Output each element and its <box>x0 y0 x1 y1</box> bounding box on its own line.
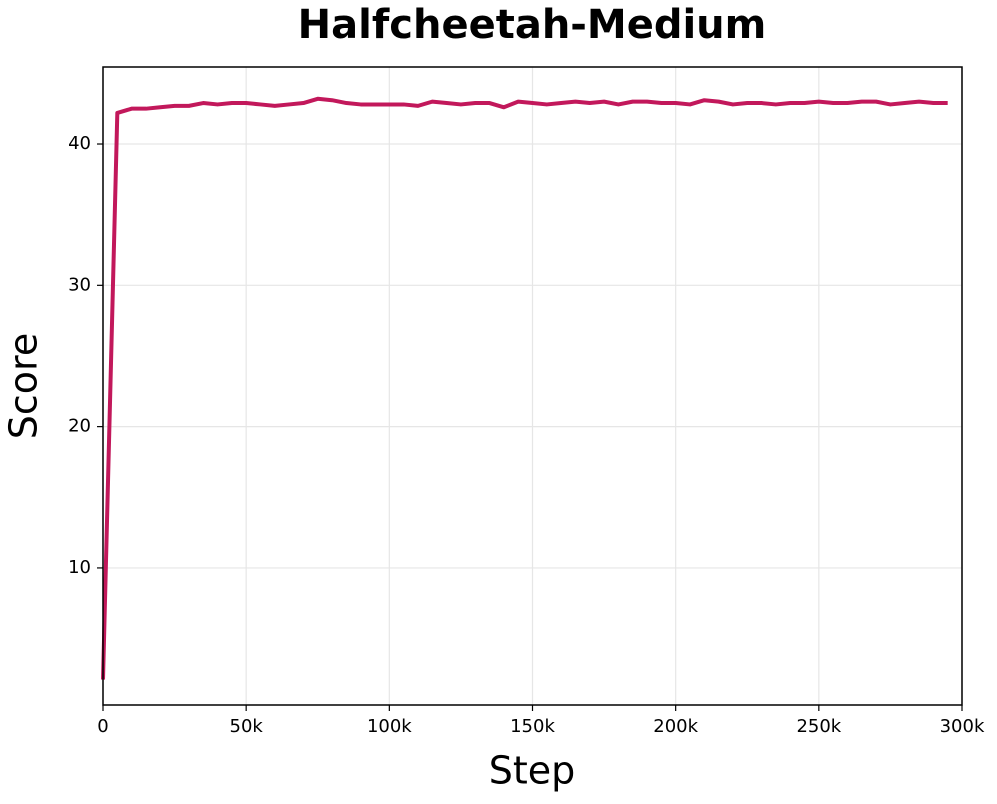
x-tick-label: 100k <box>367 716 412 737</box>
y-tick-label: 10 <box>68 557 91 578</box>
y-tick-label: 40 <box>68 133 91 154</box>
x-tick-label: 150k <box>510 716 555 737</box>
grid <box>102 67 963 705</box>
x-tick-label: 300k <box>940 716 985 737</box>
y-tick-label: 20 <box>68 416 91 437</box>
x-tick-label: 250k <box>796 716 841 737</box>
line-series <box>101 96 948 680</box>
y-tick-label: 30 <box>68 274 91 295</box>
plot <box>101 96 948 680</box>
x-tick-label: 200k <box>653 716 698 737</box>
x-tick-label: 0 <box>97 716 108 737</box>
x-axis-label: Step <box>489 749 576 793</box>
y-axis-label: Score <box>2 333 46 439</box>
chart-title: Halfcheetah-Medium <box>298 2 767 48</box>
x-tick-label: 50k <box>230 716 264 737</box>
